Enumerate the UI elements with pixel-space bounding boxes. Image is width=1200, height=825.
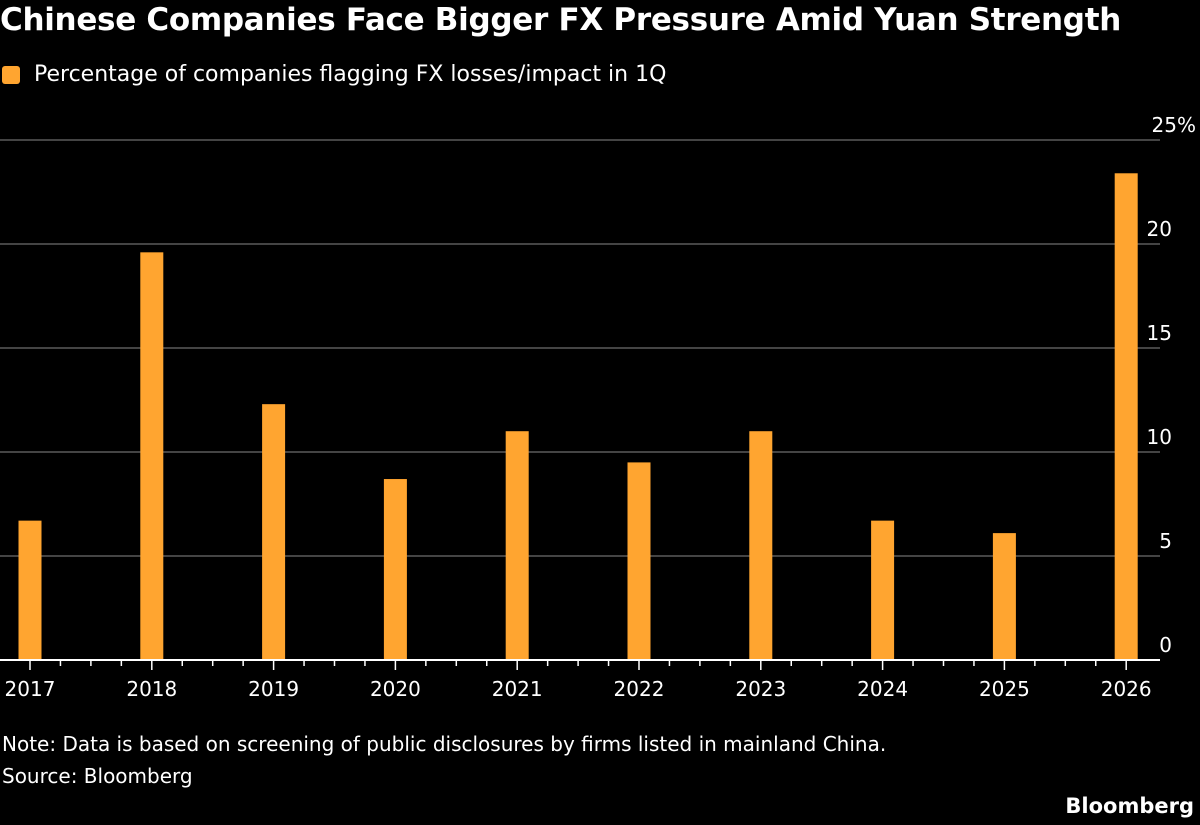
x-tick-label: 2017 xyxy=(5,677,56,701)
bar-2025 xyxy=(992,533,1016,660)
x-tick-label: 2019 xyxy=(248,677,299,701)
y-tick-label: 15 xyxy=(1147,321,1172,345)
bar-2020 xyxy=(383,479,407,660)
bloomberg-logo: Bloomberg xyxy=(1065,794,1194,818)
bar-2022 xyxy=(627,462,651,660)
x-tick-label: 2018 xyxy=(126,677,177,701)
gridlines xyxy=(0,139,1160,557)
legend-swatch xyxy=(2,65,20,84)
bar-2017 xyxy=(18,520,42,660)
x-tick-label: 2025 xyxy=(979,677,1030,701)
x-tick-label: 2026 xyxy=(1101,677,1152,701)
legend-label: Percentage of companies flagging FX loss… xyxy=(34,62,667,87)
bar-2024 xyxy=(871,520,895,660)
chart-title: Chinese Companies Face Bigger FX Pressur… xyxy=(0,2,1121,38)
y-tick-label: 0 xyxy=(1159,633,1172,657)
axis-labels: 0 5 10 15 20 25% 2017 2018 2019 2020 2021 2022 2023 2… xyxy=(5,113,1196,701)
x-tick-label: 2020 xyxy=(370,677,421,701)
x-tick-label: 2021 xyxy=(492,677,543,701)
bar-2019 xyxy=(262,404,286,660)
x-tick-label: 2023 xyxy=(735,677,786,701)
chart-source: Source: Bloomberg xyxy=(2,764,193,788)
y-tick-label: 20 xyxy=(1147,217,1172,241)
x-tick-label: 2024 xyxy=(857,677,908,701)
x-axis xyxy=(0,659,1160,670)
bar-2021 xyxy=(505,431,529,660)
x-tick-label: 2022 xyxy=(614,677,665,701)
bar-2026 xyxy=(1114,173,1138,660)
bar-2023 xyxy=(749,431,773,660)
y-tick-label: 25% xyxy=(1152,113,1196,137)
y-tick-label: 5 xyxy=(1159,529,1172,553)
chart-note: Note: Data is based on screening of publ… xyxy=(2,732,887,756)
bars xyxy=(18,173,1138,660)
bar-2018 xyxy=(140,252,164,660)
y-tick-label: 10 xyxy=(1147,425,1172,449)
legend: Percentage of companies flagging FX loss… xyxy=(2,62,666,87)
